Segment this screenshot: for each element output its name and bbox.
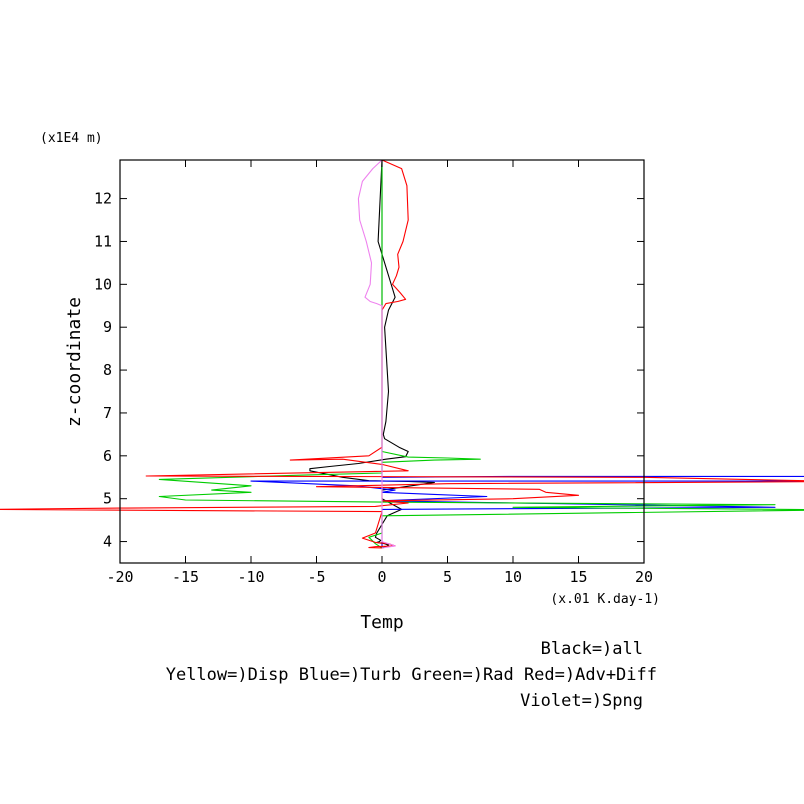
y-tick-label: 5 (103, 490, 112, 508)
x-tick-label: -20 (106, 568, 133, 586)
series-layer (0, 159, 804, 549)
x-tick-label: 0 (377, 568, 386, 586)
series-rad-line (158, 160, 804, 549)
y-tick-label: 12 (94, 190, 112, 208)
y-tick-label: 11 (94, 232, 112, 250)
x-tick-label: 15 (569, 568, 587, 586)
x-tick-label: 10 (504, 568, 522, 586)
ticks-layer (119, 160, 645, 563)
y-tick-label: 4 (103, 533, 112, 551)
x-axis-label: Temp (360, 612, 403, 633)
tick-labels: -20 -15 -10 -5 0 5 10 15 20 4 5 6 7 8 9 10 11 12 (94, 190, 653, 586)
y-tick-label: 6 (103, 447, 112, 465)
legend-line-2: Yellow=)Disp Blue=)Turb Green=)Rad Red=)… (166, 665, 657, 685)
legend-line-3: Violet=)Spng (520, 691, 643, 711)
series-spng-line (357, 159, 396, 549)
legend-line-1: Black=)all (541, 639, 643, 659)
y-axis-label: z-coordinate (64, 297, 85, 427)
y-unit-label: (x1E4 m) (40, 131, 103, 146)
y-tick-label: 8 (103, 361, 112, 379)
x-unit-label: (x.01 K.day-1) (550, 592, 660, 607)
x-tick-label: -5 (307, 568, 325, 586)
y-tick-label: 9 (103, 318, 112, 336)
x-tick-label: -15 (172, 568, 199, 586)
series-all-line (309, 159, 435, 549)
x-tick-label: 20 (635, 568, 653, 586)
y-tick-label: 7 (103, 404, 112, 422)
x-tick-label: -10 (237, 568, 264, 586)
x-tick-label: 5 (443, 568, 452, 586)
y-tick-label: 10 (94, 275, 112, 293)
